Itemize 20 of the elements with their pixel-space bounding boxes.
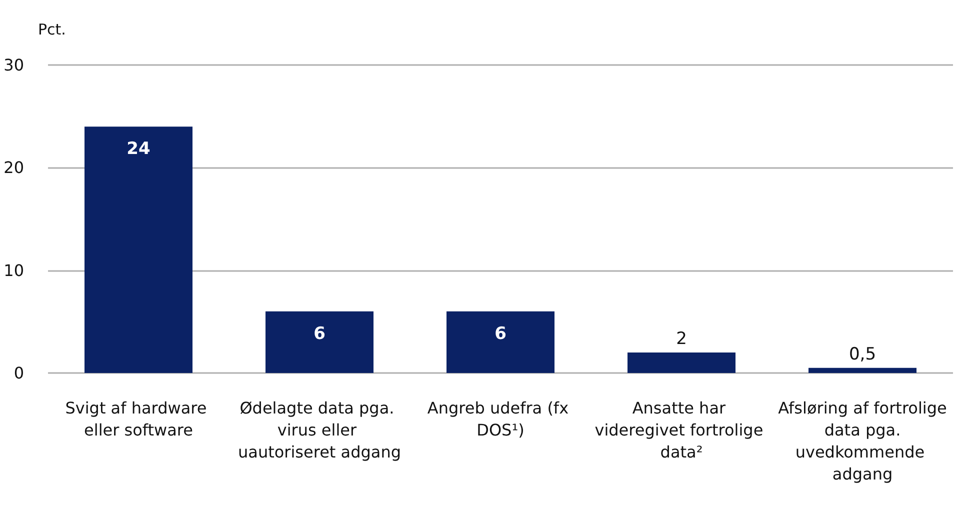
data-label: 24 [126,139,150,160]
x-tick-label: Afsløring af fortrolige data pga. uvedkommende adgang [778,398,947,484]
bar [628,352,736,373]
bar [266,311,374,373]
data-label: 2 [676,328,687,349]
bar [446,311,554,373]
x-tick-label: Ansatte har videregivet fortrolige data² [594,398,768,462]
x-tick-label: Ødelagte data pga. virus eller uautoriseret adgang [238,398,401,462]
bar [808,368,916,373]
y-tick-label: 20 [4,158,24,178]
data-label: 6 [494,324,506,344]
y-tick-label: 10 [4,260,24,280]
y-axis-title: Pct. [38,20,66,38]
x-tick-label: Svigt af hardware eller software [65,398,212,440]
y-tick-label: 30 [4,56,24,74]
data-label: 6 [314,324,326,344]
x-tick-label: Angreb udefra (fx DOS¹) [427,398,574,440]
y-tick-label: 0 [14,364,24,382]
data-label: 0,5 [848,344,876,364]
bar [84,126,192,373]
